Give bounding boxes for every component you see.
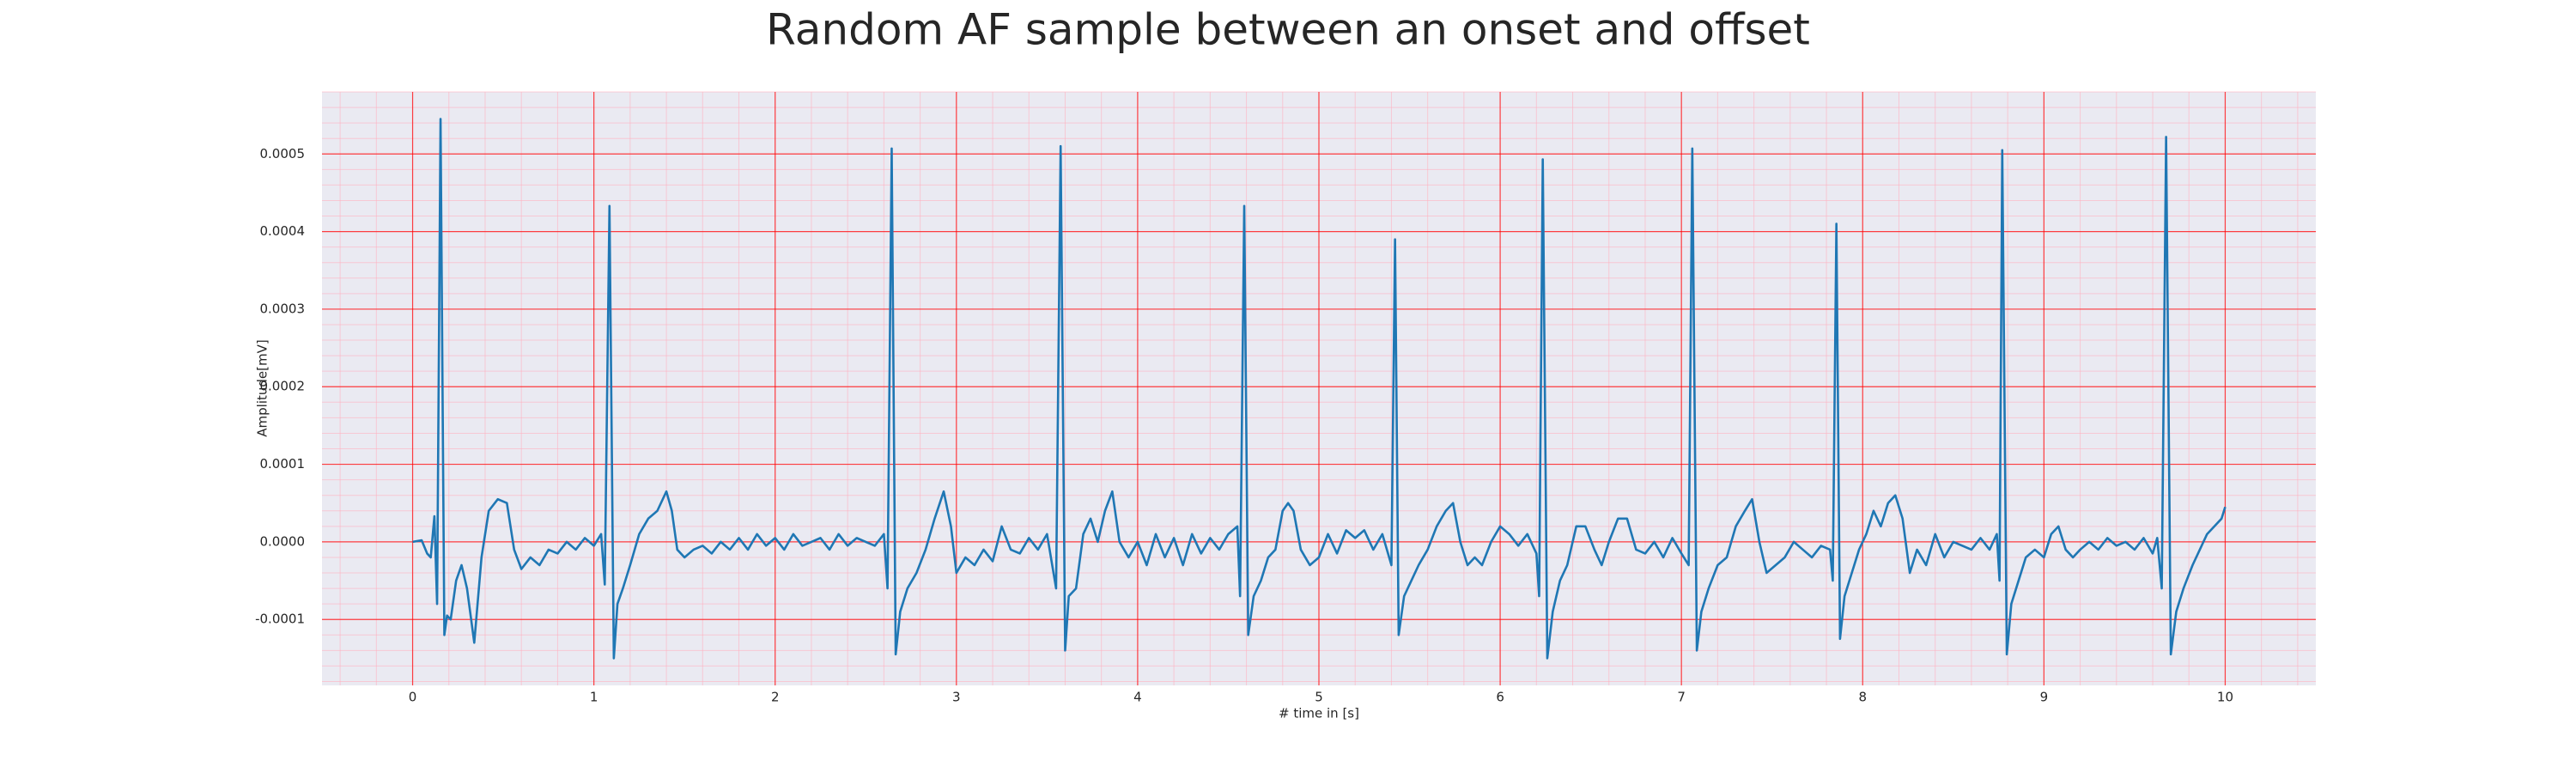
x-tick-label: 10 bbox=[2217, 690, 2233, 705]
y-tick-label: -0.0001 bbox=[255, 612, 305, 627]
y-tick-label: 0.0000 bbox=[260, 533, 306, 549]
x-tick-label: 5 bbox=[1315, 690, 1323, 705]
x-tick-label: 7 bbox=[1677, 690, 1686, 705]
signal-line bbox=[412, 118, 2227, 660]
chart-title: Random AF sample between an onset and of… bbox=[766, 5, 1810, 55]
y-tick-label: 0.0005 bbox=[260, 146, 306, 161]
y-tick-label: 0.0001 bbox=[260, 456, 306, 472]
y-tick-label: 0.0003 bbox=[260, 301, 306, 316]
x-tick-label: 1 bbox=[590, 690, 598, 705]
x-tick-label: 4 bbox=[1133, 690, 1142, 705]
x-tick-label: 9 bbox=[2040, 690, 2049, 705]
x-tick-label: 0 bbox=[409, 690, 417, 705]
x-tick-label: 6 bbox=[1496, 690, 1504, 705]
x-tick-label: 3 bbox=[952, 690, 961, 705]
y-tick-label: 0.0002 bbox=[260, 379, 306, 394]
y-tick-label: 0.0004 bbox=[260, 223, 306, 239]
x-axis-label: # time in [s] bbox=[1279, 706, 1359, 721]
x-tick-label: 2 bbox=[771, 690, 780, 705]
x-tick-label: 8 bbox=[1858, 690, 1867, 705]
y-axis-label: Amplitude[mV] bbox=[255, 339, 270, 436]
